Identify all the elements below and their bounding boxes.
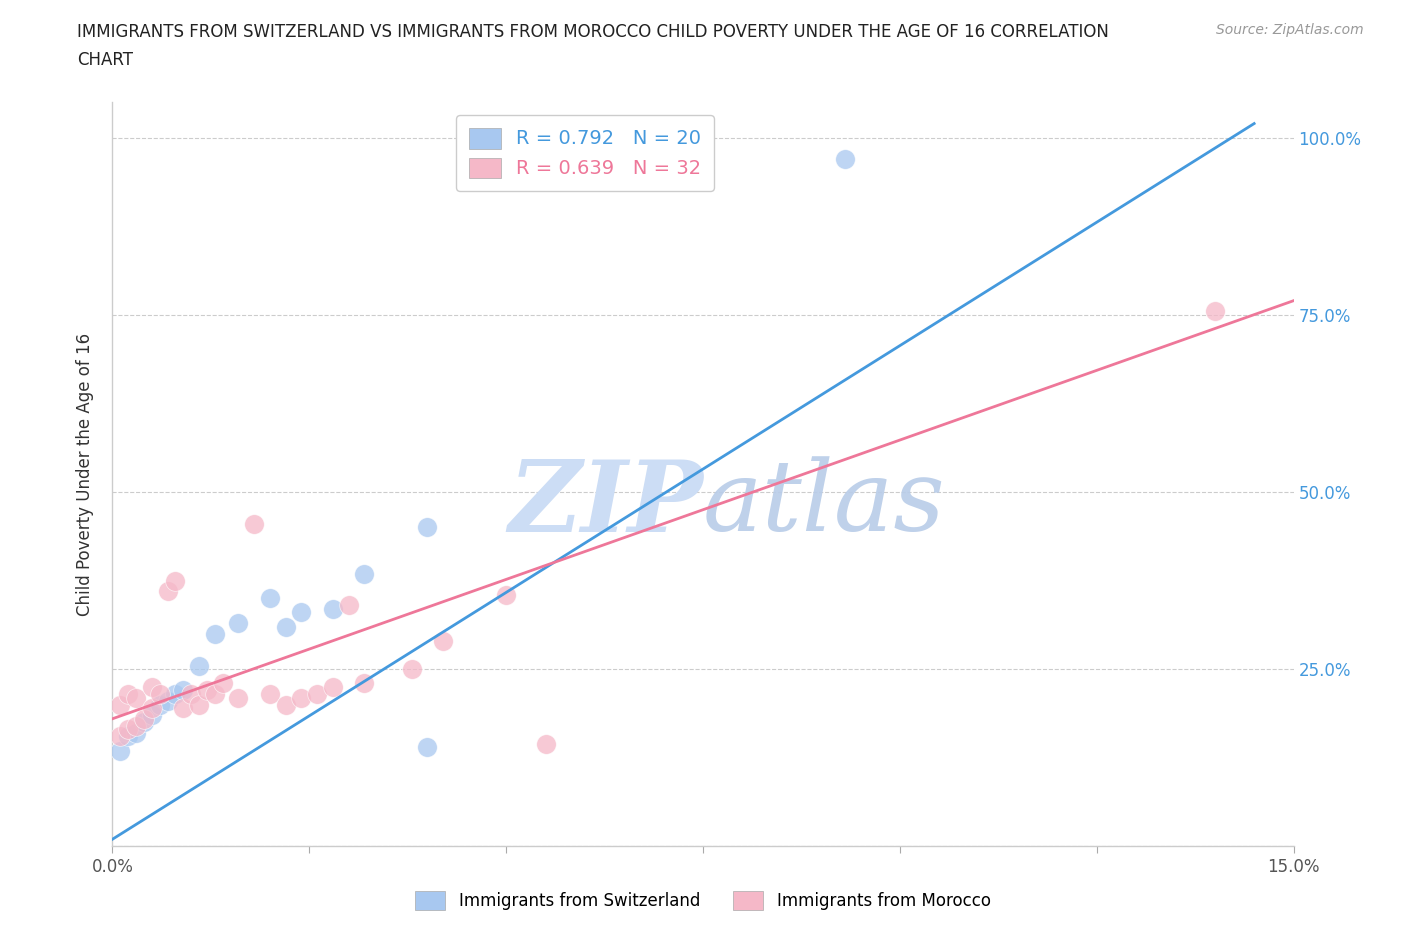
Text: IMMIGRANTS FROM SWITZERLAND VS IMMIGRANTS FROM MOROCCO CHILD POVERTY UNDER THE A: IMMIGRANTS FROM SWITZERLAND VS IMMIGRANT… — [77, 23, 1109, 41]
Point — [141, 680, 163, 695]
Point — [156, 584, 179, 599]
Text: atlas: atlas — [703, 457, 946, 551]
Point — [495, 588, 517, 603]
Point — [416, 520, 439, 535]
Point — [322, 680, 344, 695]
Point — [259, 686, 281, 701]
Point — [180, 686, 202, 701]
Point — [259, 591, 281, 605]
Point — [125, 718, 148, 733]
Point — [110, 729, 132, 744]
Point — [125, 725, 148, 740]
Point — [125, 690, 148, 705]
Point — [228, 690, 250, 705]
Point — [204, 686, 226, 701]
Point — [228, 616, 250, 631]
Point — [141, 700, 163, 715]
Point — [290, 605, 312, 620]
Point — [149, 686, 172, 701]
Text: ZIP: ZIP — [508, 456, 703, 552]
Point — [117, 729, 139, 744]
Point — [211, 676, 233, 691]
Point — [274, 698, 297, 712]
Point — [165, 573, 187, 588]
Point — [1204, 304, 1226, 319]
Legend: R = 0.792   N = 20, R = 0.639   N = 32: R = 0.792 N = 20, R = 0.639 N = 32 — [456, 115, 714, 191]
Point — [195, 683, 218, 698]
Legend: Immigrants from Switzerland, Immigrants from Morocco: Immigrants from Switzerland, Immigrants … — [409, 884, 997, 917]
Text: Source: ZipAtlas.com: Source: ZipAtlas.com — [1216, 23, 1364, 37]
Point — [110, 743, 132, 758]
Y-axis label: Child Poverty Under the Age of 16: Child Poverty Under the Age of 16 — [76, 333, 94, 616]
Text: CHART: CHART — [77, 51, 134, 69]
Point — [149, 698, 172, 712]
Point — [432, 633, 454, 648]
Point — [353, 566, 375, 581]
Point — [204, 626, 226, 641]
Point — [117, 722, 139, 737]
Point — [132, 711, 155, 726]
Point — [401, 662, 423, 677]
Point — [353, 676, 375, 691]
Point — [132, 715, 155, 730]
Point — [274, 619, 297, 634]
Point — [534, 737, 557, 751]
Point — [156, 694, 179, 709]
Point — [307, 686, 329, 701]
Point — [165, 686, 187, 701]
Point — [290, 690, 312, 705]
Point — [141, 708, 163, 723]
Point — [243, 516, 266, 531]
Point — [834, 152, 856, 166]
Point — [188, 658, 211, 673]
Point — [172, 683, 194, 698]
Point — [110, 698, 132, 712]
Point — [416, 739, 439, 754]
Point — [188, 698, 211, 712]
Point — [322, 602, 344, 617]
Point — [172, 700, 194, 715]
Point — [337, 598, 360, 613]
Point — [117, 686, 139, 701]
